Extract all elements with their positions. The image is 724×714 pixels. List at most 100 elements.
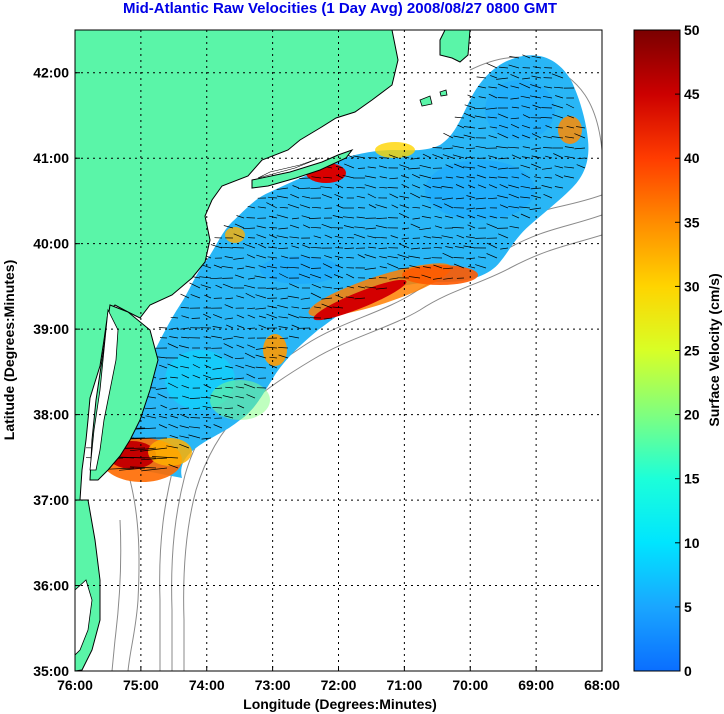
velocity-vector (576, 164, 586, 169)
velocity-vector (485, 107, 498, 110)
velocity-vector (555, 127, 564, 129)
y-tick-label: 36:00 (33, 578, 69, 594)
velocity-vector (247, 307, 256, 310)
velocity-vector (310, 267, 322, 269)
velocity-vector (529, 95, 542, 99)
velocity-vector (335, 183, 344, 189)
velocity-vector (555, 95, 564, 99)
velocity-vector (564, 136, 575, 139)
velocity-vector (287, 313, 300, 319)
velocity-vector (322, 286, 333, 289)
velocity-vector (564, 146, 575, 149)
velocity-vector (334, 235, 344, 239)
velocity-vector (266, 202, 278, 209)
velocity-vector (170, 376, 179, 379)
velocity-vector (188, 434, 201, 439)
velocity-vector (278, 316, 289, 319)
velocity-vector (512, 134, 520, 139)
velocity-vector (401, 175, 410, 179)
velocity-vector (210, 377, 223, 380)
velocity-vector (358, 286, 366, 289)
velocity-vector (169, 336, 179, 339)
velocity-vector (452, 145, 465, 149)
velocity-vector (543, 86, 553, 89)
velocity-vector (180, 293, 190, 299)
velocity-vector (278, 326, 289, 329)
velocity-vector (258, 324, 267, 329)
velocity-vector (498, 66, 509, 69)
velocity-vector (567, 115, 575, 119)
velocity-vector (422, 266, 432, 269)
velocity-vector (301, 215, 311, 219)
velocity-vector (486, 242, 498, 249)
velocity-vector (454, 116, 465, 119)
velocity-vector (130, 447, 157, 452)
velocity-vector (444, 203, 454, 209)
velocity-vector (245, 292, 256, 299)
velocity-vector (577, 157, 586, 160)
velocity-vector (423, 257, 432, 260)
velocity-vector (486, 62, 498, 69)
velocity-vector (236, 314, 245, 319)
x-tick-label: 69:00 (518, 677, 554, 693)
velocity-vector (574, 133, 586, 139)
velocity-vector (391, 204, 399, 209)
velocity-vector (314, 306, 322, 309)
velocity-vector (419, 227, 432, 231)
velocity-vector (192, 374, 201, 379)
velocity-vector (158, 364, 168, 369)
velocity-vector (276, 187, 289, 190)
velocity-vector (179, 425, 190, 429)
velocity-vector (335, 264, 344, 269)
velocity-vector (496, 77, 509, 80)
velocity-vector (497, 167, 509, 170)
velocity-vector (497, 113, 509, 119)
velocity-vector (410, 247, 421, 250)
velocity-vector (145, 415, 157, 419)
velocity-vector (379, 186, 388, 189)
velocity-vector (278, 354, 289, 359)
velocity-vector (456, 234, 465, 239)
velocity-vector (356, 216, 366, 219)
velocity-vector (246, 373, 256, 379)
velocity-vector (192, 364, 201, 369)
velocity-vector (476, 76, 487, 79)
velocity-vector (574, 147, 586, 150)
velocity-vector (453, 135, 465, 139)
velocity-vector (257, 206, 267, 209)
velocity-vector (266, 313, 278, 319)
velocity-vector (456, 215, 465, 219)
velocity-vector (179, 354, 190, 359)
x-axis-title: Longitude (Degrees:Minutes) (243, 696, 437, 712)
velocity-vector (322, 263, 333, 269)
velocity-vector (433, 264, 443, 269)
velocity-vector (379, 165, 388, 169)
velocity-vector (247, 277, 256, 280)
velocity-vector (551, 104, 564, 109)
velocity-vector (476, 214, 487, 219)
velocity-vector (389, 177, 399, 180)
velocity-vector (521, 173, 531, 179)
velocity-vector (159, 377, 168, 380)
velocity-vector (180, 365, 190, 369)
velocity-vector (224, 317, 234, 320)
velocity-vector (409, 265, 421, 269)
velocity-vector (324, 255, 333, 259)
velocity-vector (202, 405, 212, 409)
x-tick-label: 68:00 (584, 677, 620, 693)
colorbar-tick-label: 5 (684, 599, 692, 615)
velocity-vector (398, 243, 410, 249)
velocity-vector (255, 354, 267, 359)
colorbar-tick-label: 50 (684, 22, 700, 38)
velocity-vector (255, 366, 267, 369)
velocity-vector (224, 415, 234, 419)
velocity-vector (309, 273, 322, 279)
velocity-vector (520, 164, 531, 169)
velocity-vector (300, 263, 311, 269)
velocity-vector (545, 125, 553, 129)
velocity-vector (291, 217, 300, 220)
velocity-vector (266, 346, 278, 349)
velocity-vector (233, 257, 245, 260)
velocity-vector (232, 247, 245, 249)
velocity-vector (551, 73, 564, 79)
